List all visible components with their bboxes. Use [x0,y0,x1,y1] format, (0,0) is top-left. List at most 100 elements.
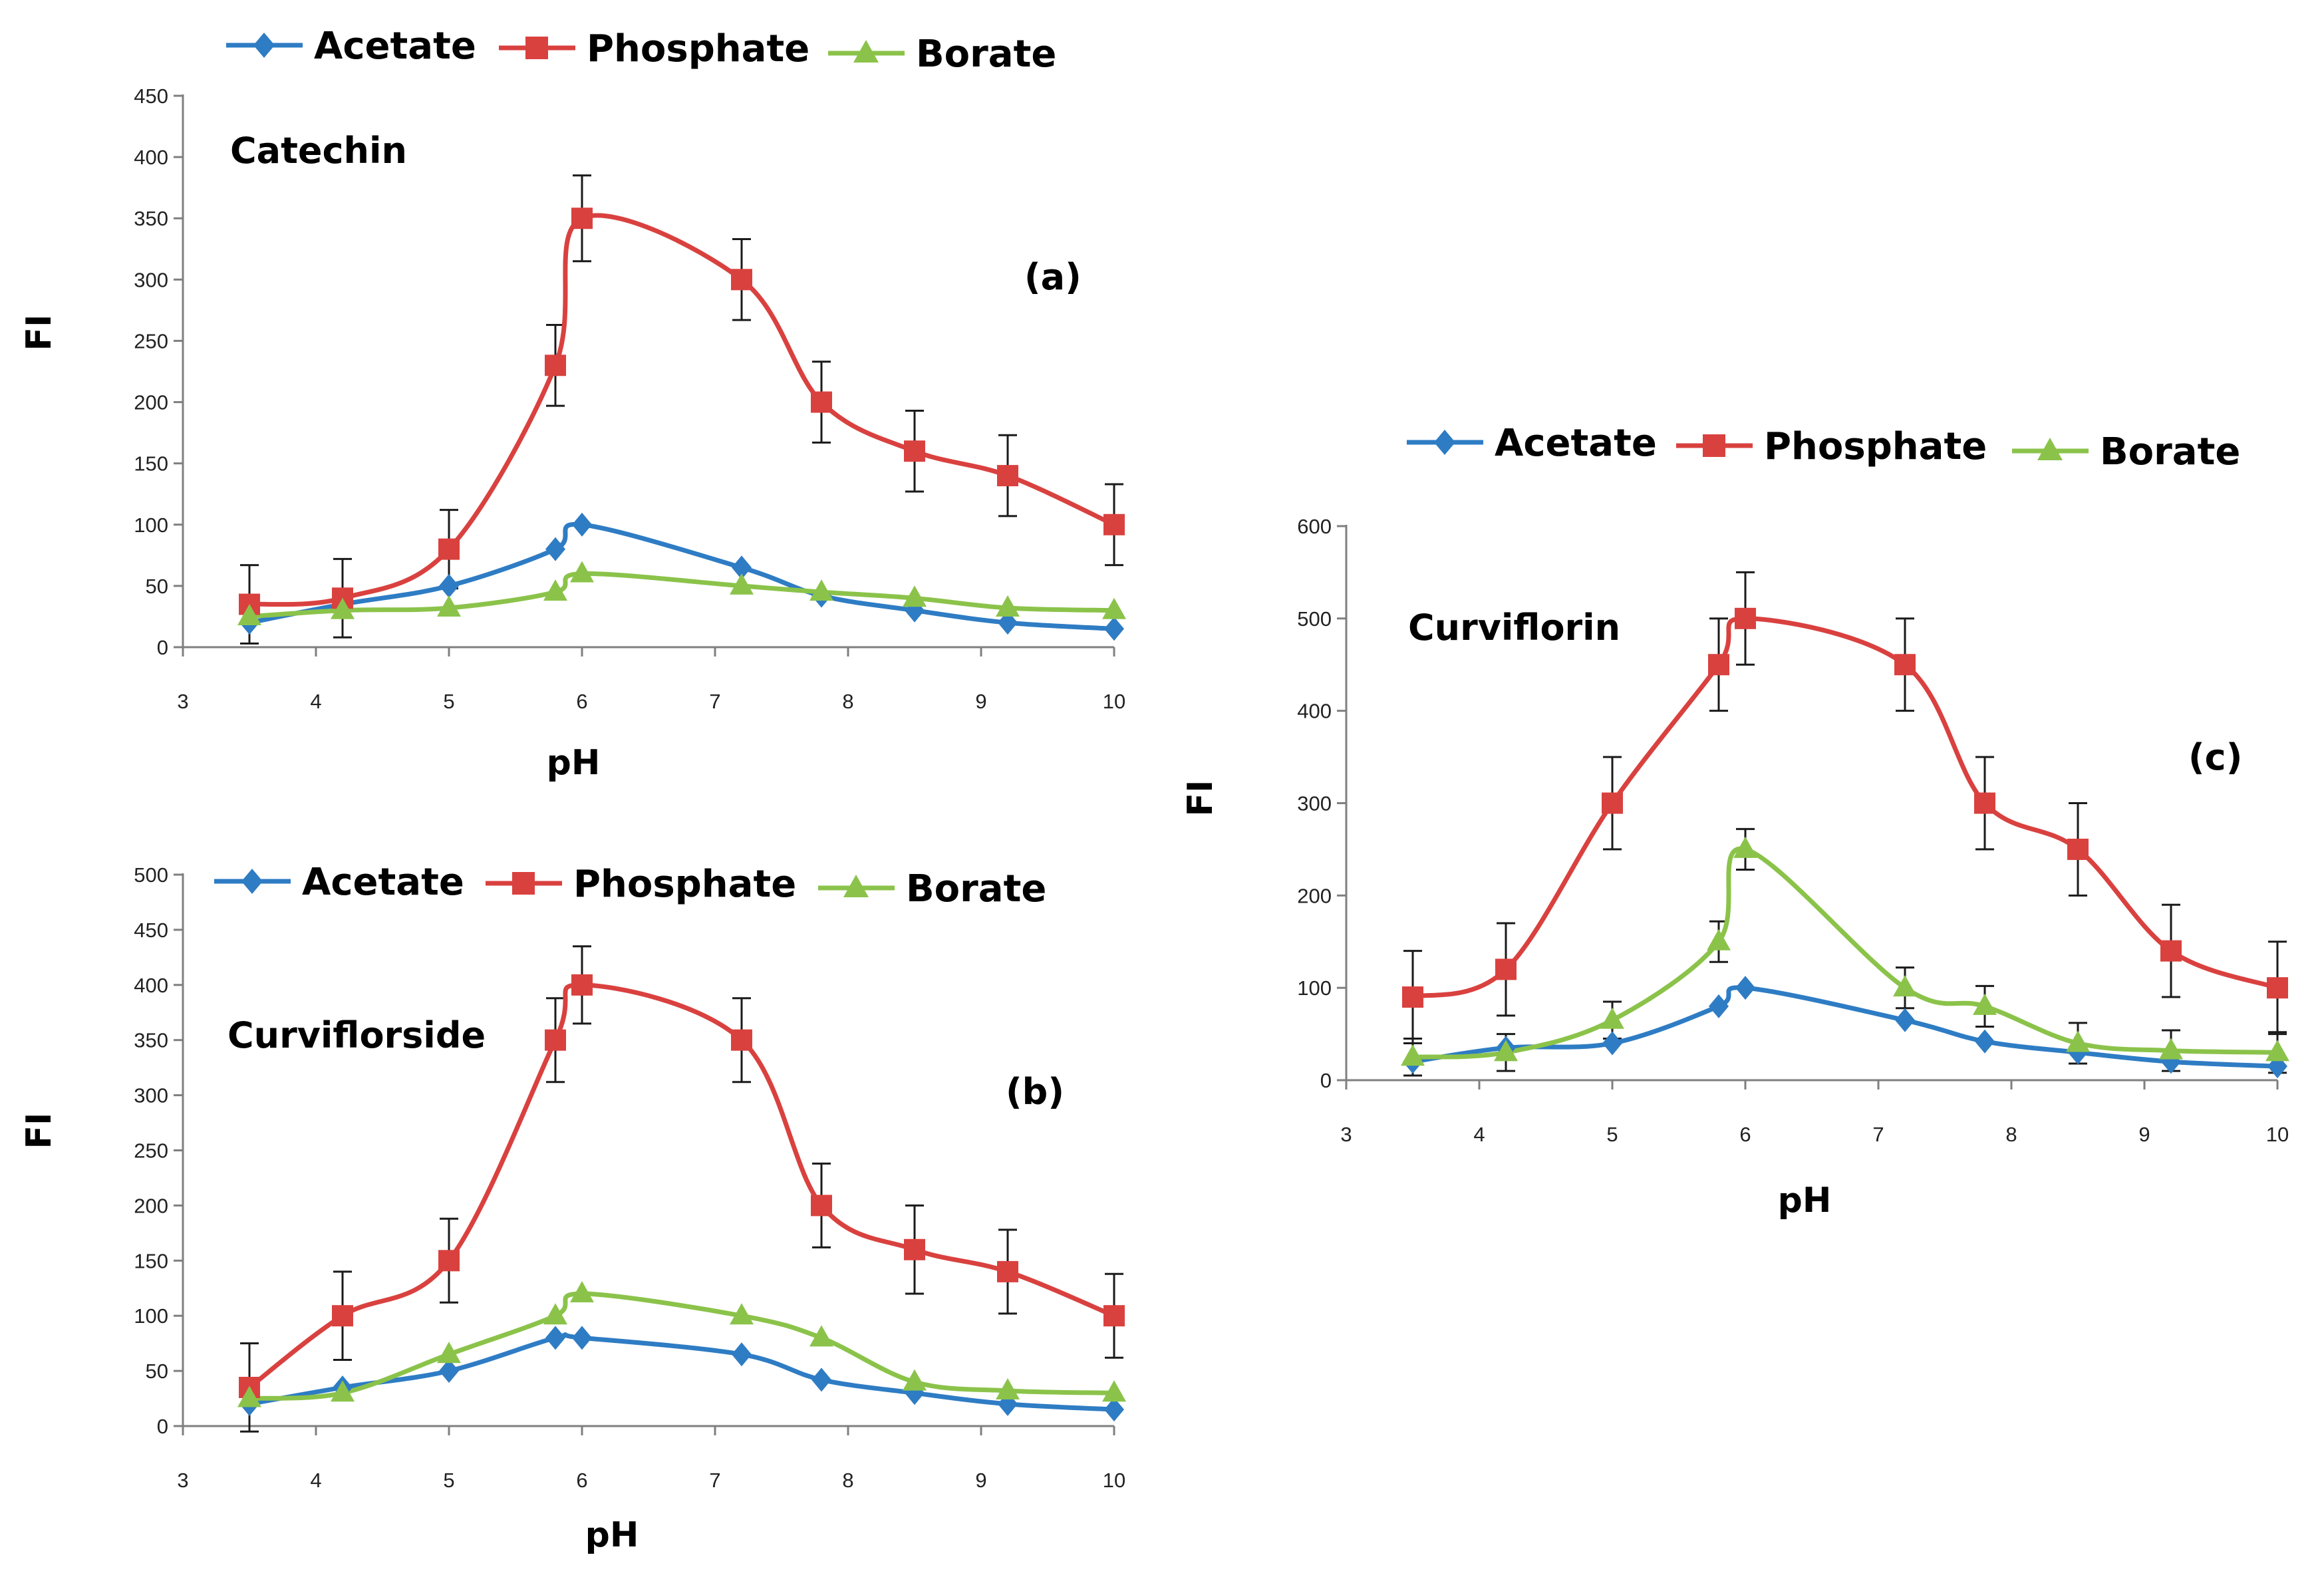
y-tick-label: 300 [1297,792,1332,815]
point-acetate [811,1368,831,1392]
y-tick-label: 500 [134,863,168,887]
chart-b-curviflorside: 0 50 100 150 200 250 300 350 400 450 500 3 4 5 6 7 8 9 10 p… [19,861,1126,1555]
point-phosphate [438,1250,460,1272]
series-line-borate [247,1291,1117,1401]
y-tick-label: 0 [157,1415,168,1438]
point-phosphate [1602,792,1623,814]
point-borate [237,603,261,625]
series-line-phosphate [247,982,1117,1390]
point-borate [570,561,594,583]
point-phosphate [1402,986,1423,1008]
point-phosphate [571,208,593,229]
legend-marker-phosphate [1703,434,1725,457]
point-phosphate [731,1029,752,1051]
x-tick-label: 10 [2266,1123,2289,1146]
point-borate [543,1303,567,1325]
x-axis-label: pH [1778,1181,1832,1221]
y-axis-label: FI [1181,780,1221,817]
legend-marker-acetate [1434,430,1455,455]
point-borate [903,585,927,607]
point-acetate [998,611,1018,635]
x-tick-label: 4 [1473,1123,1485,1146]
point-phosphate [2067,838,2089,860]
point-phosphate [997,465,1018,487]
point-borate [331,1380,355,1402]
series-line-acetate [247,1332,1117,1412]
point-phosphate [545,1029,566,1051]
series-line-borate [1410,846,2280,1060]
x-tick-label: 9 [975,1469,986,1492]
x-tick-label: 7 [709,690,720,713]
point-phosphate [1974,792,1995,814]
legend-label-borate: Borate [2100,430,2240,474]
y-tick-label: 350 [134,1029,168,1052]
x-tick-label: 10 [1103,1469,1125,1492]
y-tick-label: 250 [134,1139,168,1163]
x-tick-label: 4 [310,690,321,713]
point-acetate [439,1359,459,1383]
point-borate [437,1342,461,1364]
y-tick-label: 450 [134,84,168,108]
y-tick-label: 0 [1320,1069,1332,1092]
point-acetate [439,573,459,598]
point-borate [437,595,461,617]
legend-label-phosphate: Phosphate [573,863,796,906]
x-tick-label: 7 [1872,1123,1884,1146]
y-tick-label: 400 [134,146,168,169]
x-tick-label: 8 [842,1469,853,1492]
legend-marker-phosphate [512,872,535,895]
x-tick-label: 3 [177,690,188,713]
compound-label: Catechin [230,130,407,172]
point-phosphate [811,391,832,413]
y-tick-label: 200 [134,391,168,414]
series-line-borate [247,571,1117,619]
y-tick-label: 150 [134,452,168,476]
y-tick-label: 100 [134,1304,168,1328]
y-tick-label: 600 [1297,515,1332,538]
x-tick-label: 5 [1606,1123,1618,1146]
legend-marker-acetate [241,869,263,894]
chart-a-catechin: 0 50 100 150 200 250 300 350 400 450 3 4 5 6 7 8 9 10 pH FI… [19,25,1126,783]
y-tick-label: 50 [146,575,168,598]
y-tick-label: 400 [134,974,168,997]
point-acetate [1975,1029,1995,1054]
point-phosphate [904,1238,925,1260]
point-phosphate [1894,654,1916,676]
y-tick-label: 400 [1297,700,1332,723]
point-borate [996,1378,1020,1399]
point-acetate [572,512,592,537]
x-tick-label: 6 [576,690,587,713]
y-tick-label: 100 [134,513,168,537]
x-tick-label: 3 [177,1469,188,1492]
point-acetate [545,1326,565,1350]
x-tick-label: 8 [2005,1123,2017,1146]
point-borate [730,573,754,595]
point-phosphate [2267,977,2288,999]
point-borate [1733,836,1757,858]
point-borate [543,579,567,601]
point-phosphate [731,269,752,291]
point-borate [1707,929,1731,950]
point-borate [996,595,1020,617]
x-tick-label: 6 [1739,1123,1751,1146]
point-borate [809,579,833,601]
point-borate [331,597,355,619]
point-phosphate [811,1195,832,1217]
legend-label-acetate: Acetate [1495,422,1657,465]
y-tick-label: 200 [134,1194,168,1217]
point-borate [1973,993,1997,1015]
point-phosphate [1103,1305,1125,1327]
point-phosphate [1735,607,1756,629]
point-acetate [572,1326,592,1350]
y-axis-label: FI [19,1113,59,1149]
legend-marker-acetate [253,33,275,58]
x-tick-label: 10 [1103,690,1125,713]
point-phosphate [2160,940,2182,962]
point-phosphate [997,1260,1018,1282]
point-phosphate [332,1305,353,1327]
point-borate [1893,975,1917,997]
panel-label: (a) [1024,256,1082,298]
x-tick-label: 7 [709,1469,720,1492]
legend-marker-phosphate [525,37,548,59]
compound-label: Curviflorin [1408,607,1620,649]
